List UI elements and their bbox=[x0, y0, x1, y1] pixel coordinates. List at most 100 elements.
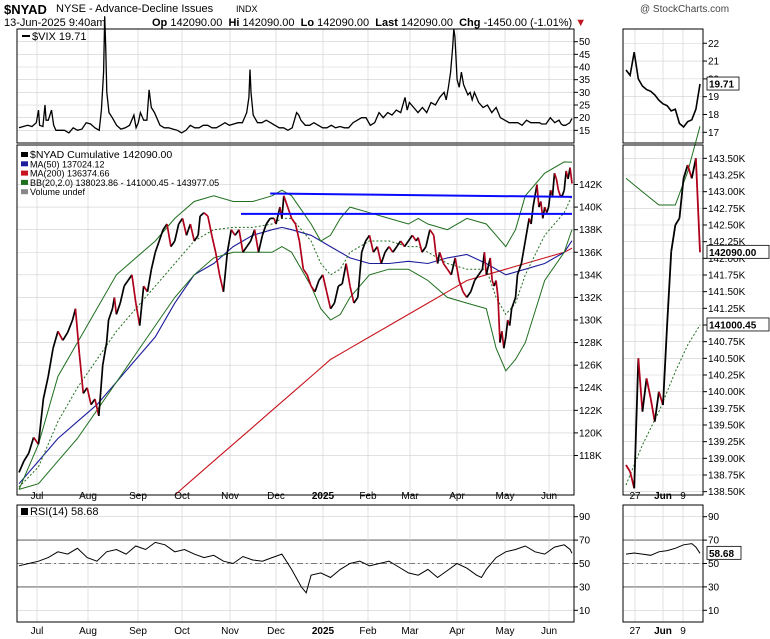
vix-y-axis-tick-label: 15 bbox=[579, 126, 591, 137]
nyad-price-segment bbox=[27, 437, 35, 454]
nyad-price-segment bbox=[275, 206, 281, 225]
nyad-price-segment bbox=[432, 235, 437, 253]
quote-datetime: 13-Jun-2025 9:40am bbox=[4, 17, 106, 29]
symbol-description: NYSE - Advance-Decline Issues bbox=[56, 3, 214, 15]
nyad-price-segment bbox=[94, 398, 100, 417]
nyad-price-segment bbox=[407, 234, 414, 242]
zoom-price-segment bbox=[633, 358, 640, 489]
nyad-price-segment bbox=[462, 291, 468, 298]
nyad-price-segment bbox=[294, 223, 301, 242]
rsi-x-tick-label: Jun bbox=[541, 626, 557, 637]
nyad-price-segment bbox=[392, 246, 398, 253]
nyad-zoom-x-tick-label: 27 bbox=[629, 491, 641, 502]
nyad-price-segment bbox=[283, 195, 289, 208]
rsi-x-tick-label: Sep bbox=[129, 626, 147, 637]
rsi-y-tick-label: 50 bbox=[579, 559, 591, 570]
nyad-zoom-y-axis-tick-label: 139.25K bbox=[708, 437, 746, 448]
nyad-price-segment bbox=[230, 229, 236, 236]
nyad-price-segment bbox=[497, 297, 501, 343]
lo-value: 142090.00 bbox=[317, 17, 370, 29]
nyad-price-segment bbox=[569, 167, 573, 184]
nyad-price-segment bbox=[417, 237, 423, 253]
nyad-x-tick-label: Oct bbox=[174, 491, 190, 502]
rsi-line bbox=[18, 541, 573, 594]
nyad-price-segment bbox=[553, 172, 558, 180]
nyad-price-segment bbox=[469, 280, 476, 293]
nyad-price-segment bbox=[62, 331, 69, 341]
nyad-price-segment bbox=[368, 235, 375, 253]
legend-nyad-swatch bbox=[21, 152, 28, 157]
ma200-line bbox=[174, 247, 573, 496]
zoom-price-segment bbox=[662, 324, 669, 406]
nyad-zoom-y-axis-tick-label: 142.25K bbox=[708, 237, 746, 248]
nyad-y-axis-tick-label: 140K bbox=[579, 203, 603, 214]
nyad-price-segment bbox=[249, 229, 256, 242]
nyad-zoom-y-axis-tick-label: 140.00K bbox=[708, 387, 746, 398]
nyad-price-segment bbox=[146, 269, 153, 292]
vix-y-axis-tick-label: 25 bbox=[579, 101, 591, 112]
nyad-price-segment bbox=[105, 319, 110, 343]
rsi-x-tick-label: Feb bbox=[359, 626, 377, 637]
nyad-price-segment bbox=[257, 235, 264, 253]
chg-value: -1450.00 (-1.01%) bbox=[483, 17, 573, 29]
nyad-zoom-y-axis-tick-label: 142.00K bbox=[708, 254, 746, 265]
nyad-y-axis-tick-label: 130K bbox=[579, 316, 603, 327]
nyad-zoom-y-axis-tick-label: 142.75K bbox=[708, 204, 746, 215]
nyad-price-segment bbox=[246, 240, 252, 248]
vix-zoom-y-axis-tick-label: 18 bbox=[708, 110, 720, 121]
vix-y-axis-tick-label: 45 bbox=[579, 50, 591, 61]
nyad-price-segment bbox=[238, 229, 244, 253]
vix-zoom-y-axis-tick-label: 21 bbox=[708, 57, 720, 68]
nyad-price-segment bbox=[218, 274, 225, 292]
nyad-price-segment bbox=[154, 240, 161, 253]
rsi-x-tick-label: Oct bbox=[174, 626, 190, 637]
nyad-price-segment bbox=[380, 251, 386, 264]
nyad-y-axis-tick-label: 142K bbox=[579, 180, 603, 191]
nyad-price-segment bbox=[197, 216, 201, 236]
nyad-price-segment bbox=[454, 257, 460, 281]
nyad-price-segment bbox=[516, 268, 521, 276]
nyad-price-segment bbox=[526, 218, 530, 230]
nyad-price-segment bbox=[341, 263, 347, 285]
zoom-price-segment bbox=[670, 224, 677, 252]
zoom-price-segment bbox=[686, 164, 693, 179]
nyad-zoom-y-axis-tick-label: 140.25K bbox=[708, 371, 746, 382]
vix-zoom-y-axis-tick-label: 17 bbox=[708, 128, 720, 139]
brand-text[interactable]: @ StockCharts.com bbox=[640, 4, 730, 15]
nyad-price-segment bbox=[358, 252, 363, 275]
down-arrow-icon: ▼ bbox=[575, 17, 587, 29]
nyad-price-segment bbox=[425, 229, 431, 247]
index-tag: INDX bbox=[236, 4, 258, 14]
nyad-price-segment bbox=[349, 285, 355, 304]
vix-zoom-y-axis-tick-label: 19 bbox=[708, 92, 720, 103]
nyad-price-segment bbox=[541, 206, 546, 219]
nyad-price-segment bbox=[473, 274, 480, 281]
rsi-zoom-line bbox=[625, 543, 701, 556]
nyad-x-tick-label: Sep bbox=[129, 491, 147, 502]
nyad-zoom-y-axis-tick-label: 141.75K bbox=[708, 271, 746, 282]
nyad-price-segment bbox=[150, 252, 157, 270]
nyad-price-segment bbox=[403, 240, 410, 248]
nyad-price-segment bbox=[384, 246, 390, 253]
nyad-price-segment bbox=[353, 296, 359, 304]
nyad-price-segment bbox=[173, 223, 180, 242]
brand-link[interactable]: @ StockCharts.com bbox=[640, 4, 729, 15]
nyad-x-tick-label: Dec bbox=[267, 491, 285, 502]
rsi-zoom-panel-frame bbox=[622, 504, 704, 623]
nyad-price-segment bbox=[489, 257, 494, 281]
nyad-price-segment bbox=[261, 223, 268, 236]
zoom-price-segment bbox=[637, 358, 644, 412]
nyad-price-segment bbox=[23, 452, 30, 462]
zoom-price-segment bbox=[653, 391, 660, 422]
nyad-price-segment bbox=[508, 308, 513, 326]
nyad-x-tick-label: Jul bbox=[31, 491, 44, 502]
nyad-panel-frame bbox=[16, 144, 575, 496]
nyad-price-segment bbox=[66, 319, 74, 333]
nyad-y-axis-tick-label: 122K bbox=[579, 406, 603, 417]
vix-panel-title: $VIX 19.71 bbox=[32, 31, 86, 43]
nyad-last-value-flag: 142090.00 bbox=[709, 248, 757, 259]
nyad-price-segment bbox=[281, 195, 285, 219]
nyad-x-tick-label: Feb bbox=[359, 491, 377, 502]
nyad-price-segment bbox=[158, 229, 164, 242]
